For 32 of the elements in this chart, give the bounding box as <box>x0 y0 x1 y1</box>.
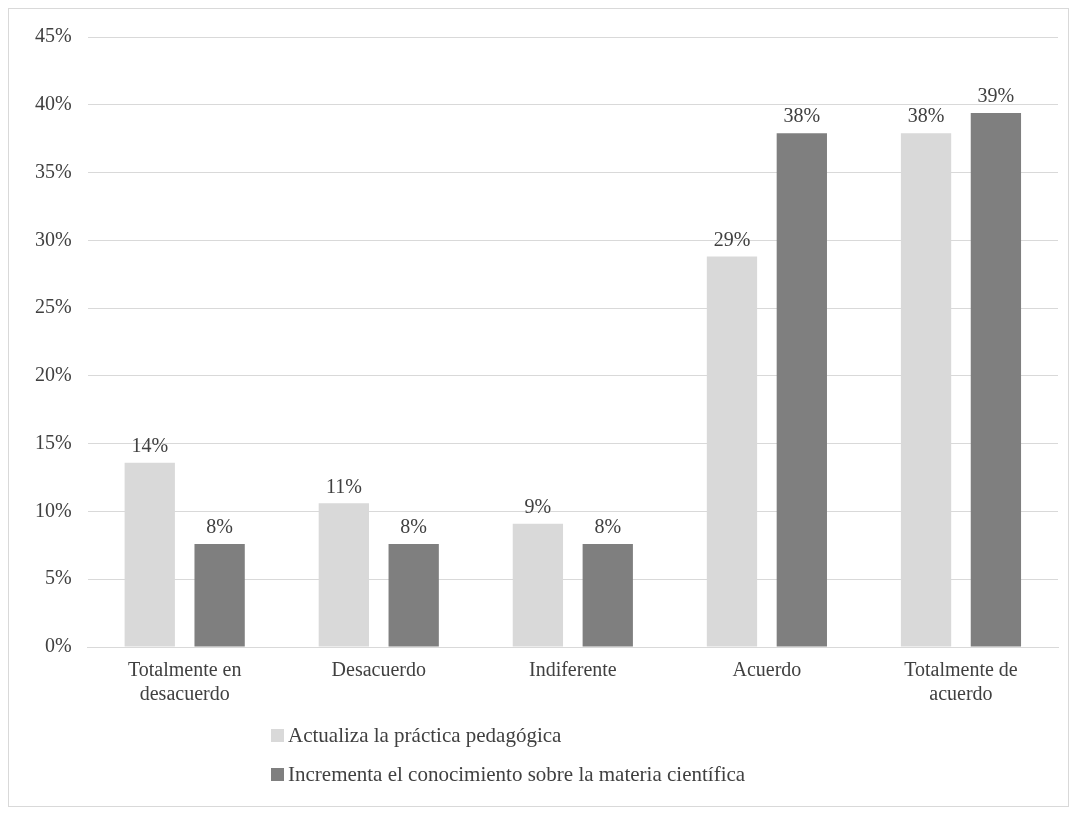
x-tick-label: Totalmente en desacuerdo <box>127 658 242 705</box>
y-tick-label: 0% <box>44 634 72 657</box>
x-tick-label: Desacuerdo <box>331 658 426 681</box>
x-tick-label: Indiferente <box>528 658 617 681</box>
data-label: 11% <box>325 474 362 497</box>
bar <box>582 543 633 647</box>
y-tick-label: 25% <box>34 295 72 318</box>
data-label: 9% <box>524 494 552 517</box>
bar <box>970 112 1022 647</box>
x-tick-label: Totalmente de acuerdo <box>904 658 1018 705</box>
y-tick-label: 45% <box>34 24 72 47</box>
legend-label: Incrementa el conocimiento sobre la materia científica <box>288 762 746 787</box>
data-label: 38% <box>907 104 945 127</box>
y-tick-label: 15% <box>34 430 72 453</box>
bar <box>194 543 245 647</box>
y-tick-label: 5% <box>44 566 72 589</box>
y-tick-label: 10% <box>34 498 72 521</box>
data-label: 14% <box>131 433 169 456</box>
data-label: 38% <box>783 104 821 127</box>
y-tick-label: 30% <box>34 227 72 250</box>
y-tick-label: 20% <box>34 363 72 386</box>
y-tick-label: 35% <box>34 159 72 182</box>
y-tick-label: 40% <box>34 92 72 115</box>
x-tick-label: Acuerdo <box>732 658 802 681</box>
data-label: 39% <box>977 84 1015 107</box>
data-label: 8% <box>206 515 233 538</box>
legend-label: Actualiza la práctica pedagógica <box>288 723 562 748</box>
data-label: 8% <box>594 515 622 538</box>
bar <box>388 543 439 647</box>
data-label: 8% <box>400 515 428 538</box>
bar <box>776 133 827 647</box>
data-label: 29% <box>713 227 751 250</box>
